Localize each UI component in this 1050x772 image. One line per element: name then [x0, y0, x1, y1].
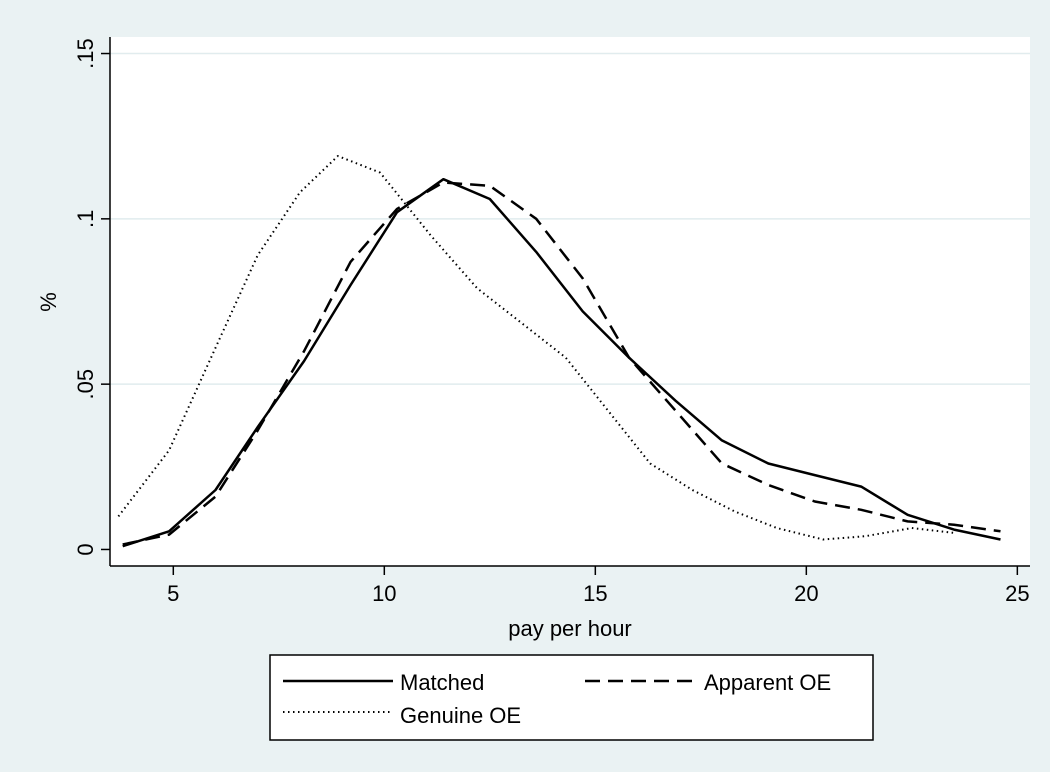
legend-label-apparent-oe: Apparent OE: [704, 670, 831, 695]
x-tick-label: 10: [372, 581, 396, 606]
x-tick-label: 5: [167, 581, 179, 606]
grid-lines: [110, 52, 1030, 385]
x-tick-label: 15: [583, 581, 607, 606]
series-lines: [117, 155, 1001, 548]
y-tick-label: .05: [73, 369, 98, 400]
x-tick-label: 20: [794, 581, 818, 606]
y-tick-label: .15: [73, 38, 98, 69]
plot-area: [110, 37, 1030, 566]
y-axis-label: %: [36, 292, 61, 312]
x-tick-label: 25: [1005, 581, 1029, 606]
x-ticks: 5 10 15 20 25: [167, 566, 1030, 606]
y-ticks: 0 .05 .1 .15: [73, 38, 110, 556]
legend-box: [269, 654, 874, 741]
series-line-genuine-oe: [117, 155, 955, 541]
y-tick-label: .1: [73, 210, 98, 228]
axes: [109, 37, 1030, 567]
legend: Matched Apparent OE Genuine OE: [269, 654, 874, 741]
x-axis-label: pay per hour: [508, 616, 632, 641]
legend-label-genuine-oe: Genuine OE: [400, 703, 521, 728]
series-line-matched: [122, 177, 1001, 548]
y-tick-label: 0: [73, 543, 98, 555]
legend-label-matched: Matched: [400, 670, 484, 695]
